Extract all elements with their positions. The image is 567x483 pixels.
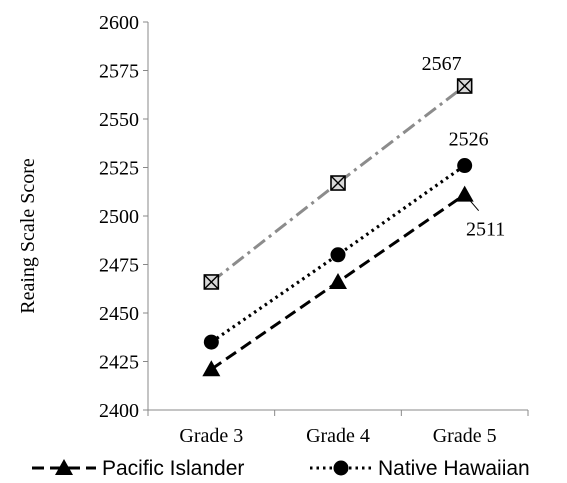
series-0-point-0	[202, 360, 221, 377]
x-tick-label: Grade 4	[306, 425, 370, 447]
series-1-point-2	[457, 158, 473, 174]
x-tick-label: Grade 5	[433, 425, 497, 447]
y-tick-label: 2500	[99, 206, 139, 228]
y-axis-label-group: Reaing Scale Score	[17, 158, 39, 314]
legend-marker-0	[55, 459, 73, 475]
data-label-0: 2567	[422, 53, 462, 75]
y-tick-label: 2425	[99, 352, 139, 374]
y-tick-label: 2550	[99, 109, 139, 131]
y-tick-label: 2525	[99, 158, 139, 180]
y-tick-label: 2400	[99, 400, 139, 422]
legend: Pacific Islander Native Hawaiian	[32, 457, 530, 480]
axes: 2400 2425 2450 2475 2500 2525 2550 2575 2600 Grad…	[99, 12, 529, 447]
data-label-leader	[466, 196, 480, 211]
y-tick-label: 2475	[99, 255, 139, 277]
legend-label-1: Native Hawaiian	[378, 457, 530, 480]
data-label-1: 2526	[449, 129, 489, 151]
series-group	[202, 78, 474, 377]
series-1-point-0	[203, 334, 219, 350]
series-2-point-0-cross	[203, 274, 219, 290]
data-label-2: 2511	[466, 219, 505, 241]
series-2-point-2	[456, 78, 473, 94]
series-2-point-1-cross	[330, 175, 346, 191]
legend-label-0: Pacific Islander	[102, 457, 244, 480]
series-1-point-1	[330, 247, 346, 263]
x-tick-label: Grade 3	[179, 425, 243, 447]
series-0-point-2	[455, 185, 474, 202]
y-tick-label: 2575	[99, 61, 139, 83]
series-0-point-1	[329, 272, 347, 289]
series-2-point-1	[330, 175, 346, 191]
series-2-point-0	[203, 274, 220, 290]
y-tick-label: 2600	[99, 12, 139, 34]
y-tick-label: 2450	[99, 303, 139, 325]
y-axis-label: Reaing Scale Score	[17, 158, 39, 314]
legend-marker-1	[333, 460, 349, 476]
data-labels-group: 2567 2526 2511	[422, 53, 506, 241]
series-2-point-2-cross	[457, 78, 473, 94]
